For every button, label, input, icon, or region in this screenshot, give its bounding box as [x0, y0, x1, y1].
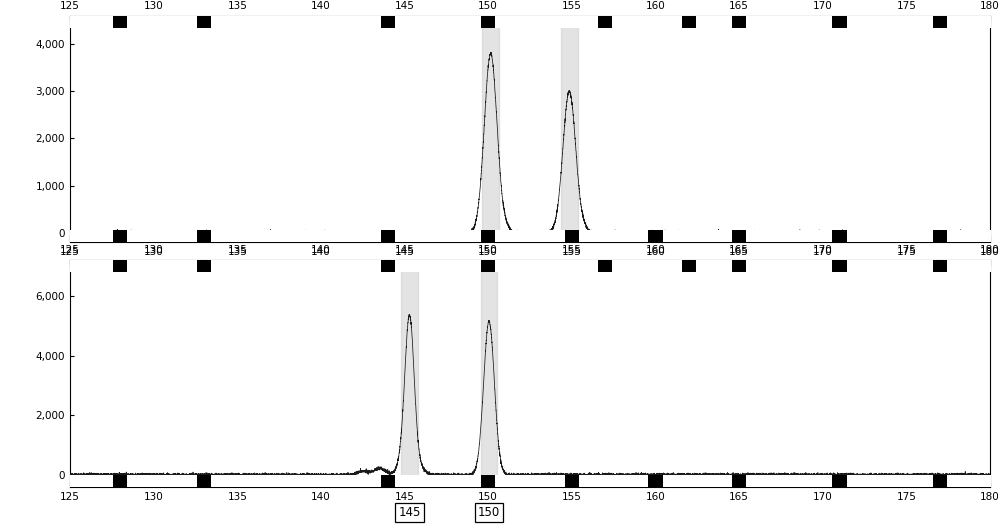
- Text: 150: 150: [478, 506, 500, 519]
- Bar: [481, 260, 497, 487]
- Text: 145: 145: [398, 506, 421, 519]
- Bar: [401, 260, 418, 487]
- Bar: [482, 16, 499, 242]
- Bar: [561, 16, 578, 242]
